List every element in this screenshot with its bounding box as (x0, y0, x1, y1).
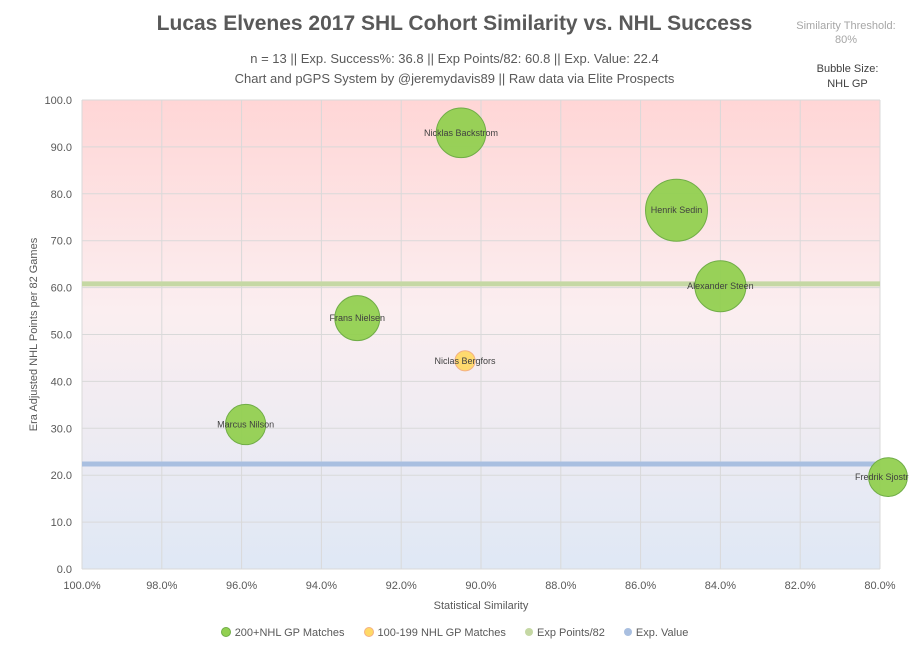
bubble-200-gp (645, 178, 709, 242)
bubble-label: Fredrik Sjostrom (855, 472, 909, 482)
x-tick-label: 92.0% (386, 580, 417, 592)
x-axis-title: Statistical Similarity (434, 600, 529, 612)
legend-item-100-gp: 100-199 NHL GP Matches (363, 627, 506, 639)
legend-item-exp-value: Exp. Value (623, 627, 689, 639)
x-tick-label: 80.0% (864, 580, 895, 592)
y-tick-label: 0.0 (57, 564, 72, 576)
y-axis-title: Era Adjusted NHL Points per 82 Games (28, 237, 40, 431)
x-tick-label: 90.0% (465, 580, 496, 592)
x-tick-label: 84.0% (705, 580, 736, 592)
y-tick-label: 50.0 (51, 330, 72, 342)
y-tick-label: 10.0 (51, 517, 72, 529)
legend-label: Exp. Value (635, 627, 689, 639)
legend-item-200-gp: 200+NHL GP Matches (220, 627, 345, 639)
bubble-size-value: NHL GP (827, 78, 868, 90)
bubble-100-gp (454, 350, 476, 372)
chart-subtitle-credits: Chart and pGPS System by @jeremydavis89 … (234, 71, 675, 86)
y-tick-label: 20.0 (51, 470, 72, 482)
y-tick-label: 90.0 (51, 142, 72, 154)
chart-title: Lucas Elvenes 2017 SHL Cohort Similarity… (156, 12, 753, 35)
threshold-value: 80% (834, 34, 858, 46)
bubble-200-gp (435, 107, 487, 159)
similarity-threshold-note: Similarity Threshold: 80% (786, 19, 906, 47)
bubble-label: Nicklas Backstrom (424, 128, 498, 138)
legend-marker-exp-value (623, 628, 632, 637)
chart-subtitle-stats: n = 13 || Exp. Success%: 36.8 || Exp Poi… (250, 51, 659, 66)
y-tick-label: 70.0 (51, 236, 72, 248)
bubble-label: Frans Nielsen (330, 313, 386, 323)
legend-label: 200+NHL GP Matches (234, 627, 345, 639)
y-tick-label: 60.0 (51, 283, 72, 295)
y-tick-label: 30.0 (51, 423, 72, 435)
bubble-200-gp (224, 403, 267, 446)
threshold-label: Similarity Threshold: (796, 20, 896, 32)
legend-label: 100-199 NHL GP Matches (377, 627, 506, 639)
legend-marker-exp-points (524, 628, 533, 637)
legend-marker-yellow (363, 627, 374, 638)
y-tick-label: 100.0 (44, 95, 72, 107)
legend-label: Exp Points/82 (536, 627, 605, 639)
bubble-label: Henrik Sedin (651, 205, 703, 215)
x-tick-label: 98.0% (146, 580, 177, 592)
bubble-label: Alexander Steen (687, 281, 754, 291)
bubble-size-label: Bubble Size: (816, 63, 879, 75)
y-tick-label: 40.0 (51, 376, 72, 388)
bubble-200-gp (694, 260, 747, 313)
x-tick-label: 82.0% (785, 580, 816, 592)
bubble-label: Marcus Nilson (217, 420, 274, 430)
chart-legend: 200+NHL GP Matches 100-199 NHL GP Matche… (0, 627, 909, 639)
x-tick-label: 86.0% (625, 580, 656, 592)
legend-item-exp-points: Exp Points/82 (524, 627, 605, 639)
x-tick-label: 96.0% (226, 580, 257, 592)
legend-marker-green (220, 627, 231, 638)
bubble-size-note: Bubble Size: NHL GP (800, 62, 895, 92)
x-tick-label: 94.0% (306, 580, 337, 592)
y-tick-label: 80.0 (51, 189, 72, 201)
x-tick-label: 88.0% (545, 580, 576, 592)
x-tick-label: 100.0% (63, 580, 101, 592)
bubble-200-gp (334, 295, 381, 342)
bubble-label: Niclas Bergfors (435, 356, 497, 366)
bubble-200-gp (868, 457, 908, 497)
